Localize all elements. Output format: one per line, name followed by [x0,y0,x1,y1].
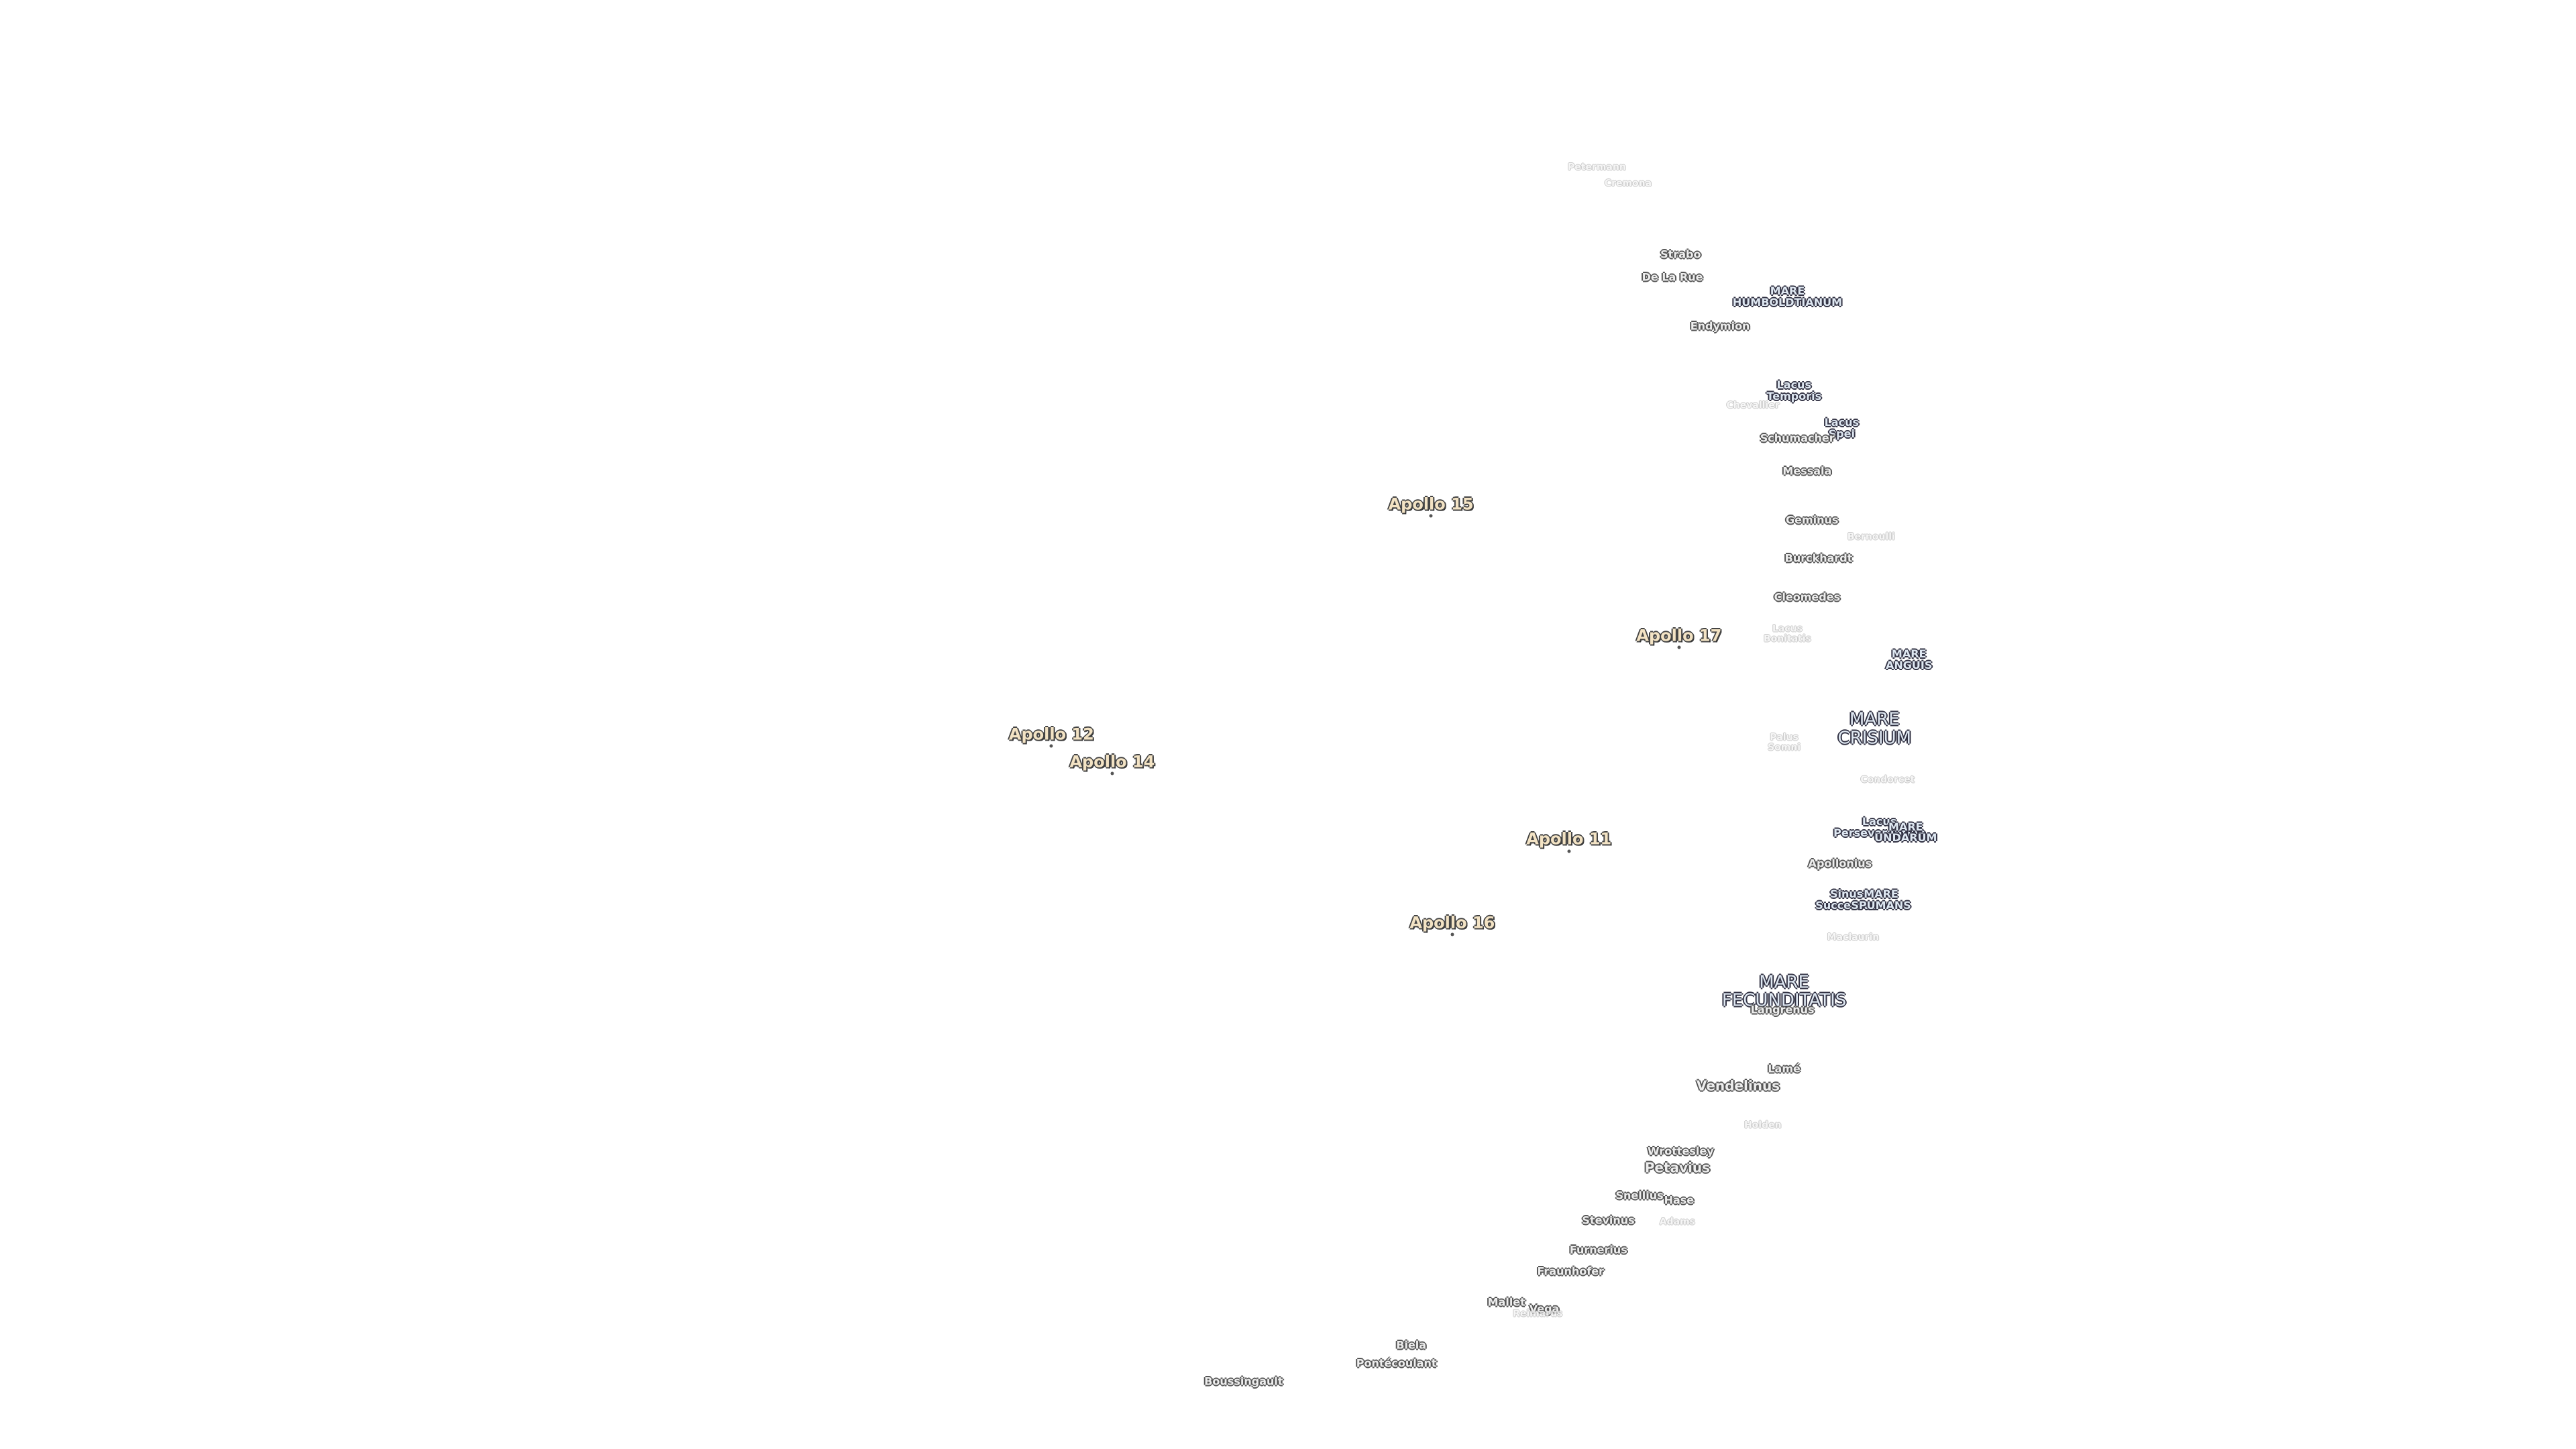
label-line: Lacus [1772,623,1803,635]
label-line: Sinus [1829,888,1864,901]
label-line: Successus [1815,899,1878,912]
crater-label: Biela [1396,1338,1427,1352]
landing-site-label: Apollo 15 [1388,494,1474,514]
mare-label: MARE HUMBOLDTIANUM [1733,286,1842,309]
crater-label: Cleomedes [1774,591,1841,604]
landing-site-marker [1677,645,1681,649]
mare-label: MARE UNDARUM [1874,820,1937,845]
label-line: MARE [1849,710,1900,731]
label-line: Lacus [1776,378,1811,392]
crater-label: Geminus [1785,513,1839,527]
mare-label: MARE ANGUIS [1886,649,1932,672]
mare-label: Lacus Spei [1825,417,1859,440]
landing-site-label: Apollo 12 [1008,724,1094,744]
crater-label: Mallet [1487,1295,1525,1309]
label-line: HUMBOLDTIANUM [1732,296,1843,309]
mare-label: MARE FECUNDITATIS [1721,972,1847,1012]
label-line: SPUMANS [1851,899,1911,912]
crater-label: Snellius [1615,1189,1664,1202]
mare-label: MARE CRISIUM [1837,710,1912,749]
crater-label: Fraunhofer [1537,1265,1604,1278]
crater-label: Endymion [1690,319,1750,333]
label-line: Temporis [1766,389,1822,402]
label-line: MARE [1888,820,1923,833]
mare-label: Sinus Successus [1815,888,1878,912]
landing-site-marker [1429,514,1433,518]
crater-label: Langrenus [1750,1003,1815,1016]
faint-label: Cremona [1604,178,1652,189]
label-line: Lacus [1824,416,1859,429]
landing-site-label: Apollo 11 [1526,829,1612,849]
label-line: FECUNDITATIS [1721,991,1847,1012]
crater-label: Apollonius [1808,857,1872,870]
label-line: MARE [1759,972,1809,993]
faint-label: Chevallier [1726,400,1780,411]
faint-label: Adams [1659,1216,1696,1228]
label-line: Somni [1768,741,1801,753]
faint-label: Palus Somni [1768,733,1801,752]
landing-site-marker [1110,771,1114,775]
faint-label: Holden [1743,1120,1782,1131]
label-line: Palus [1770,732,1799,743]
landing-site-label: Apollo 17 [1636,626,1722,645]
crater-label: Burckhardt [1784,551,1853,565]
mare-label: MARE SPUMANS [1851,888,1911,912]
label-line: Lacus [1862,815,1897,828]
label-line: Perseverantiae [1833,826,1926,840]
crater-label: Messala [1782,464,1832,478]
crater-label: Petavius [1644,1159,1711,1176]
label-line: MARE [1891,647,1927,661]
faint-label: Lacus Bonitatis [1763,623,1811,645]
crater-label: Vega [1529,1302,1560,1316]
crater-label: Strabo [1660,248,1701,261]
crater-label: Schumacher [1760,431,1835,445]
landing-site-marker [1049,744,1053,748]
crater-label: Hase [1664,1193,1695,1207]
crater-label: Wrottesley [1647,1144,1714,1158]
faint-label: Maclaurin [1827,932,1880,944]
label-line: MARE [1864,888,1898,901]
mare-label: Lacus Perseverantiae [1833,816,1925,839]
crater-label: Furnerius [1569,1243,1627,1256]
label-line: MARE [1770,284,1805,298]
faint-label: Bernoulli [1847,531,1895,543]
faint-label: Reimarus [1513,1308,1563,1320]
faint-label: Petermann [1567,162,1626,173]
label-line: ANGUIS [1886,659,1933,672]
label-line: CRISIUM [1837,728,1912,749]
crater-label: Stevinus [1582,1214,1635,1227]
landing-site-marker [1567,849,1571,853]
mare-label: Lacus Temporis [1766,378,1822,402]
crater-label: Lamé [1768,1062,1801,1075]
label-line: Spei [1828,427,1855,441]
faint-label: Condorcet [1860,774,1915,786]
crater-label: De La Rue [1642,270,1703,284]
landing-site-label: Apollo 16 [1409,913,1495,932]
crater-label: Vendelinus [1696,1077,1780,1094]
crater-label: Boussingault [1204,1375,1283,1388]
landing-site-marker [1450,932,1454,936]
landing-site-label: Apollo 14 [1069,752,1155,771]
label-line: Bonitatis [1763,633,1811,645]
label-line: UNDARUM [1874,831,1937,845]
crater-label: Pontécoulant [1356,1356,1437,1370]
